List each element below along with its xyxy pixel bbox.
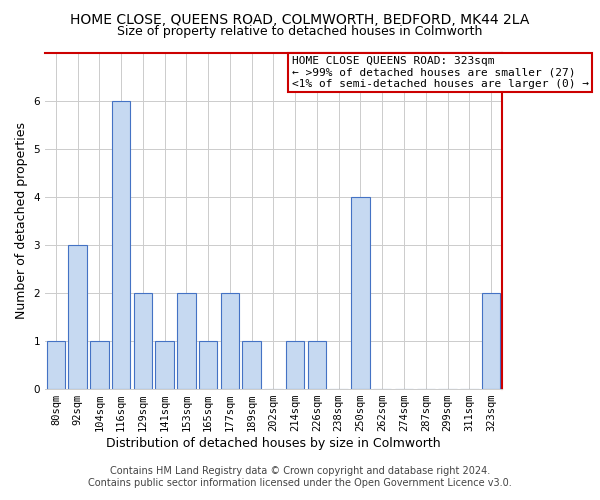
Bar — [286, 341, 304, 389]
Bar — [90, 341, 109, 389]
Bar — [155, 341, 174, 389]
Bar — [199, 341, 217, 389]
Bar — [242, 341, 261, 389]
Text: Contains HM Land Registry data © Crown copyright and database right 2024.
Contai: Contains HM Land Registry data © Crown c… — [88, 466, 512, 487]
Bar — [482, 293, 500, 389]
Text: Size of property relative to detached houses in Colmworth: Size of property relative to detached ho… — [118, 25, 482, 38]
Bar — [68, 245, 87, 389]
Bar — [112, 100, 130, 389]
Bar — [177, 293, 196, 389]
Y-axis label: Number of detached properties: Number of detached properties — [15, 122, 28, 320]
Bar — [47, 341, 65, 389]
Text: HOME CLOSE QUEENS ROAD: 323sqm
← >99% of detached houses are smaller (27)
<1% of: HOME CLOSE QUEENS ROAD: 323sqm ← >99% of… — [292, 56, 589, 89]
X-axis label: Distribution of detached houses by size in Colmworth: Distribution of detached houses by size … — [106, 437, 441, 450]
Bar — [134, 293, 152, 389]
Bar — [221, 293, 239, 389]
Bar — [308, 341, 326, 389]
Text: HOME CLOSE, QUEENS ROAD, COLMWORTH, BEDFORD, MK44 2LA: HOME CLOSE, QUEENS ROAD, COLMWORTH, BEDF… — [70, 12, 530, 26]
Bar — [351, 196, 370, 389]
